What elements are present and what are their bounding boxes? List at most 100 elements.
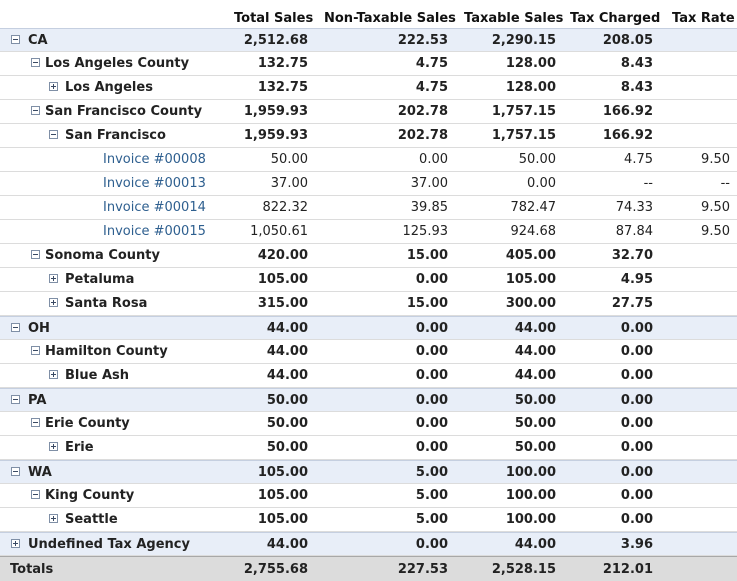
cell-total-sales: 50.00 [266, 416, 308, 431]
cell-taxable-sales: 782.47 [510, 200, 557, 215]
group-row-level-1: Erie County 50.00 0.00 50.00 0.00 [0, 412, 737, 436]
group-label: Seattle [65, 512, 118, 527]
cell-taxable-sales: 50.00 [514, 392, 556, 408]
collapse-icon[interactable] [31, 346, 40, 355]
cell-total-sales: 105.00 [257, 512, 308, 527]
cell-tax-rate [0, 436, 730, 459]
cell-tax-rate: 9.50 [701, 152, 730, 167]
cell-tax-charged: 3.96 [620, 536, 653, 552]
expand-icon[interactable] [49, 274, 58, 283]
header-row: Total Sales Non-Taxable Sales Taxable Sa… [0, 0, 737, 28]
collapse-icon[interactable] [31, 490, 40, 499]
group-label: OH [28, 320, 50, 336]
cell-non-taxable-sales: 202.78 [397, 104, 448, 119]
collapse-icon[interactable] [11, 395, 20, 404]
expand-icon[interactable] [49, 514, 58, 523]
cell-tax-charged: 74.33 [615, 200, 653, 215]
collapse-icon[interactable] [11, 323, 20, 332]
cell-tax-charged: 0.00 [620, 368, 653, 383]
cell-non-taxable-sales: 4.75 [415, 80, 448, 95]
group-label: Blue Ash [65, 368, 130, 383]
totals-row: Totals 2,755.68 227.53 2,528.15 212.01 [0, 556, 737, 581]
cell-total-sales: 50.00 [266, 440, 308, 455]
cell-tax-rate [0, 268, 730, 291]
col-header-tax-charged[interactable]: Tax Charged [570, 10, 661, 26]
group-label: Los Angeles County [45, 56, 190, 71]
cell-total-sales: 1,050.61 [250, 224, 308, 239]
cell-total-sales: 44.00 [266, 368, 308, 383]
cell-non-taxable-sales: 0.00 [415, 344, 448, 359]
cell-tax-rate: -- [720, 176, 730, 191]
collapse-icon[interactable] [31, 418, 40, 427]
cell-taxable-sales: 100.00 [505, 464, 556, 480]
cell-non-taxable-sales: 0.00 [415, 416, 448, 431]
invoice-link[interactable]: Invoice #00014 [103, 200, 206, 215]
cell-tax-charged: 0.00 [620, 464, 653, 480]
group-row-level-1: Hamilton County 44.00 0.00 44.00 0.00 [0, 340, 737, 364]
cell-non-taxable-sales: 0.00 [419, 152, 448, 167]
cell-tax-rate [0, 124, 730, 147]
cell-tax-charged: -- [643, 176, 653, 191]
cell-non-taxable-sales: 0.00 [415, 536, 448, 552]
col-header-tax-rate[interactable]: Tax Rate [672, 10, 735, 26]
group-row-level-2: San Francisco 1,959.93 202.78 1,757.15 166.9… [0, 124, 737, 148]
group-row-level-2: Erie 50.00 0.00 50.00 0.00 [0, 436, 737, 460]
cell-non-taxable-sales: 202.78 [397, 128, 448, 143]
totals-label: Totals [10, 561, 54, 577]
cell-total-sales: 105.00 [257, 464, 308, 480]
collapse-icon[interactable] [11, 35, 20, 44]
group-row-level-0: PA 50.00 0.00 50.00 0.00 [0, 388, 737, 412]
collapse-icon[interactable] [31, 58, 40, 67]
cell-taxable-sales: 105.00 [505, 272, 556, 287]
expand-icon[interactable] [49, 370, 58, 379]
cell-non-taxable-sales: 125.93 [402, 224, 449, 239]
group-row-level-1: Los Angeles County 132.75 4.75 128.00 8.43 [0, 52, 737, 76]
col-header-total-sales[interactable]: Total Sales [234, 10, 314, 26]
collapse-icon[interactable] [31, 250, 40, 259]
expand-icon[interactable] [49, 298, 58, 307]
col-header-non-taxable-sales[interactable]: Non-Taxable Sales [324, 10, 456, 26]
cell-total-sales: 44.00 [266, 536, 308, 552]
cell-taxable-sales: 1,757.15 [491, 104, 556, 119]
totals-total-sales: 2,755.68 [243, 561, 308, 577]
invoice-link[interactable]: Invoice #00013 [103, 176, 206, 191]
collapse-icon[interactable] [49, 130, 58, 139]
cell-total-sales: 50.00 [266, 392, 308, 408]
cell-tax-rate: 9.50 [701, 200, 730, 215]
cell-non-taxable-sales: 222.53 [397, 32, 448, 48]
collapse-icon[interactable] [31, 106, 40, 115]
cell-non-taxable-sales: 0.00 [415, 392, 448, 408]
cell-tax-charged: 0.00 [620, 416, 653, 431]
cell-tax-charged: 32.70 [611, 248, 653, 263]
cell-tax-charged: 8.43 [620, 56, 653, 71]
group-label: Sonoma County [45, 248, 160, 263]
expand-icon[interactable] [49, 442, 58, 451]
expand-icon[interactable] [49, 82, 58, 91]
group-row-level-2: Petaluma 105.00 0.00 105.00 4.95 [0, 268, 737, 292]
collapse-icon[interactable] [11, 467, 20, 476]
cell-taxable-sales: 50.00 [514, 440, 556, 455]
cell-tax-charged: 0.00 [620, 440, 653, 455]
cell-total-sales: 1,959.93 [243, 128, 308, 143]
cell-total-sales: 1,959.93 [243, 104, 308, 119]
invoice-link[interactable]: Invoice #00015 [103, 224, 206, 239]
cell-taxable-sales: 405.00 [505, 248, 556, 263]
group-row-level-2: Santa Rosa 315.00 15.00 300.00 27.75 [0, 292, 737, 316]
totals-non-taxable-sales: 227.53 [397, 561, 448, 577]
group-row-level-0: CA 2,512.68 222.53 2,290.15 208.05 [0, 28, 737, 52]
cell-non-taxable-sales: 5.00 [415, 464, 448, 480]
group-label: PA [28, 392, 47, 408]
cell-total-sales: 420.00 [257, 248, 308, 263]
cell-taxable-sales: 50.00 [514, 416, 556, 431]
cell-taxable-sales: 44.00 [514, 536, 556, 552]
invoice-link[interactable]: Invoice #00008 [103, 152, 206, 167]
group-row-level-1: Sonoma County 420.00 15.00 405.00 32.70 [0, 244, 737, 268]
cell-tax-charged: 0.00 [620, 344, 653, 359]
expand-icon[interactable] [11, 539, 20, 548]
col-header-taxable-sales[interactable]: Taxable Sales [464, 10, 564, 26]
cell-non-taxable-sales: 0.00 [415, 368, 448, 383]
cell-tax-charged: 166.92 [602, 128, 653, 143]
cell-taxable-sales: 924.68 [510, 224, 557, 239]
cell-tax-rate [0, 461, 730, 483]
